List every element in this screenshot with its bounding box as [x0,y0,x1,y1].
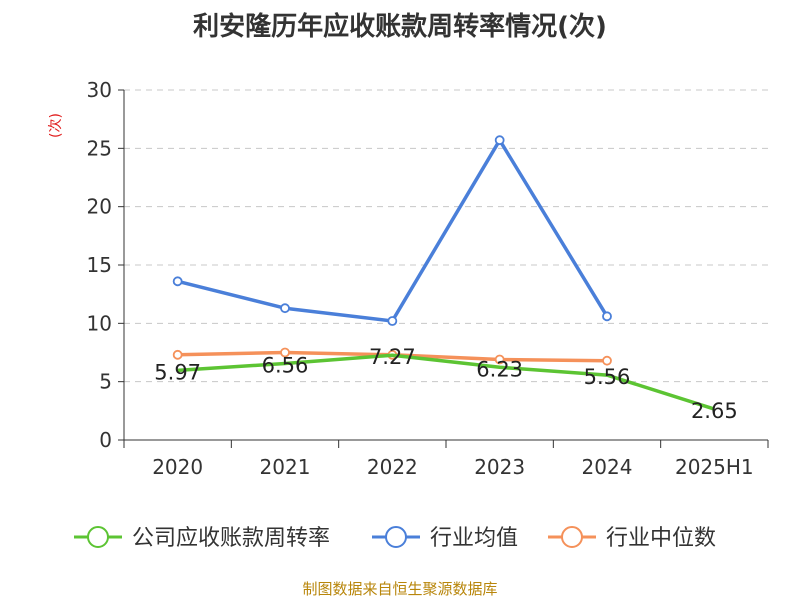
chart-title: 利安隆历年应收账款周转率情况(次) [193,12,607,42]
x-tick-label: 2022 [367,455,418,479]
y-tick-label: 15 [87,253,112,277]
y-tick-label: 10 [87,311,112,335]
legend-label: 行业中位数 [606,526,716,551]
y-tick-label: 20 [87,195,112,219]
y-tick-label: 0 [99,428,112,452]
x-tick-label: 2020 [152,455,203,479]
x-tick-label: 2021 [260,455,311,479]
data-label: 5.56 [584,365,631,389]
series-line-1 [177,353,715,411]
x-tick-label: 2025H1 [675,455,754,479]
data-point-2 [172,276,183,287]
data-point-3 [494,354,505,365]
data-label: 2.65 [691,399,738,423]
data-point-3 [280,347,290,358]
data-point-2 [387,316,398,326]
legend-label: 行业均值 [430,526,518,551]
x-tick-label: 2024 [582,455,633,479]
legend-marker [561,526,583,548]
data-point-2 [602,311,612,322]
data-label: 5.97 [154,360,201,384]
data-label: 6.56 [262,353,309,377]
data-point-2 [494,135,505,146]
legend-marker [87,526,109,548]
data-point-2 [280,303,290,314]
legend-marker [385,526,407,548]
series-line-2 [177,138,609,323]
y-tick-label: 30 [87,78,112,102]
data-label: 6.23 [476,357,523,381]
data-label: 7.27 [369,345,416,369]
source-note: 制图数据来自恒生聚源数据库 [302,580,498,598]
legend-label: 公司应收账款周转率 [132,526,330,551]
y-tick-label: 5 [99,370,112,394]
data-point-3 [602,355,612,366]
data-point-3 [172,349,183,360]
y-tick-label: 25 [87,136,112,160]
x-tick-label: 2023 [474,455,525,479]
